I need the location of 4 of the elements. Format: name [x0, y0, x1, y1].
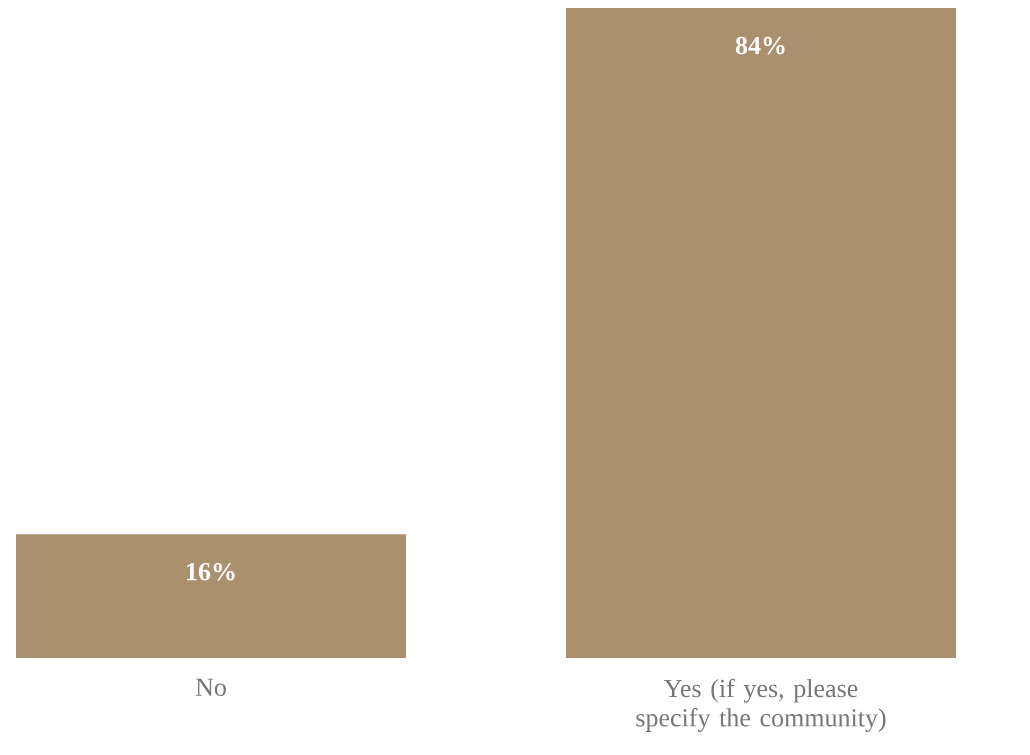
x-tick-label: Yes (if yes, please specify the community)	[636, 678, 886, 732]
data-label: 16%	[187, 562, 235, 581]
x-tick-label: No	[195, 678, 226, 696]
data-label: 84%	[735, 36, 785, 55]
